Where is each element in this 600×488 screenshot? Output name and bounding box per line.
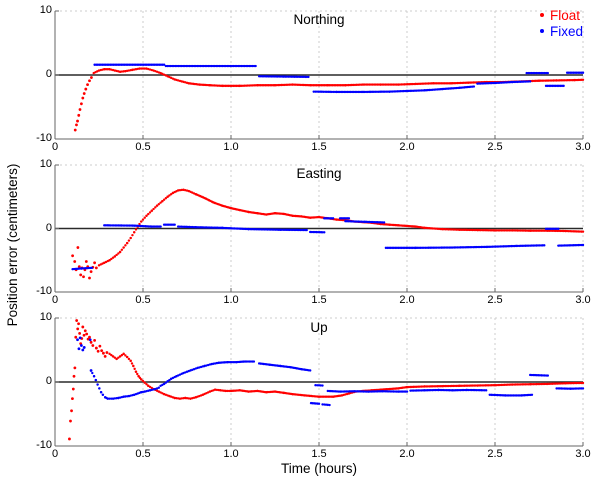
axes-spines bbox=[54, 10, 584, 140]
grid-lines bbox=[55, 10, 584, 139]
subplot-up bbox=[54, 317, 585, 447]
fixed-marker-icon bbox=[540, 29, 544, 33]
series-fixed-dots bbox=[71, 217, 585, 271]
subplot-title-easting: Easting bbox=[296, 166, 342, 181]
axes-spines bbox=[54, 164, 584, 293]
axes-spines bbox=[54, 317, 584, 447]
series-float-dots bbox=[71, 188, 585, 280]
y-axis-label: Position error (centimeters) bbox=[5, 163, 20, 327]
float-marker-icon bbox=[540, 13, 544, 17]
grid-lines bbox=[55, 164, 584, 292]
series-fixed-dots bbox=[93, 63, 585, 94]
legend-label-float: Float bbox=[550, 7, 581, 23]
series-float-dots bbox=[73, 67, 585, 132]
legend: Float Fixed bbox=[540, 7, 583, 39]
legend-label-fixed: Fixed bbox=[550, 23, 584, 39]
subplot-title-up: Up bbox=[310, 320, 328, 335]
x-axis-label: Time (hours) bbox=[280, 461, 357, 476]
legend-item-fixed: Fixed bbox=[540, 23, 583, 39]
grid-lines bbox=[55, 317, 584, 446]
subplot-northing bbox=[54, 10, 585, 140]
legend-item-float: Float bbox=[540, 7, 583, 23]
series-float-dots bbox=[68, 319, 585, 441]
series-fixed-dots bbox=[76, 336, 585, 407]
subplot-title-northing: Northing bbox=[293, 12, 345, 27]
subplot-easting bbox=[54, 164, 585, 293]
